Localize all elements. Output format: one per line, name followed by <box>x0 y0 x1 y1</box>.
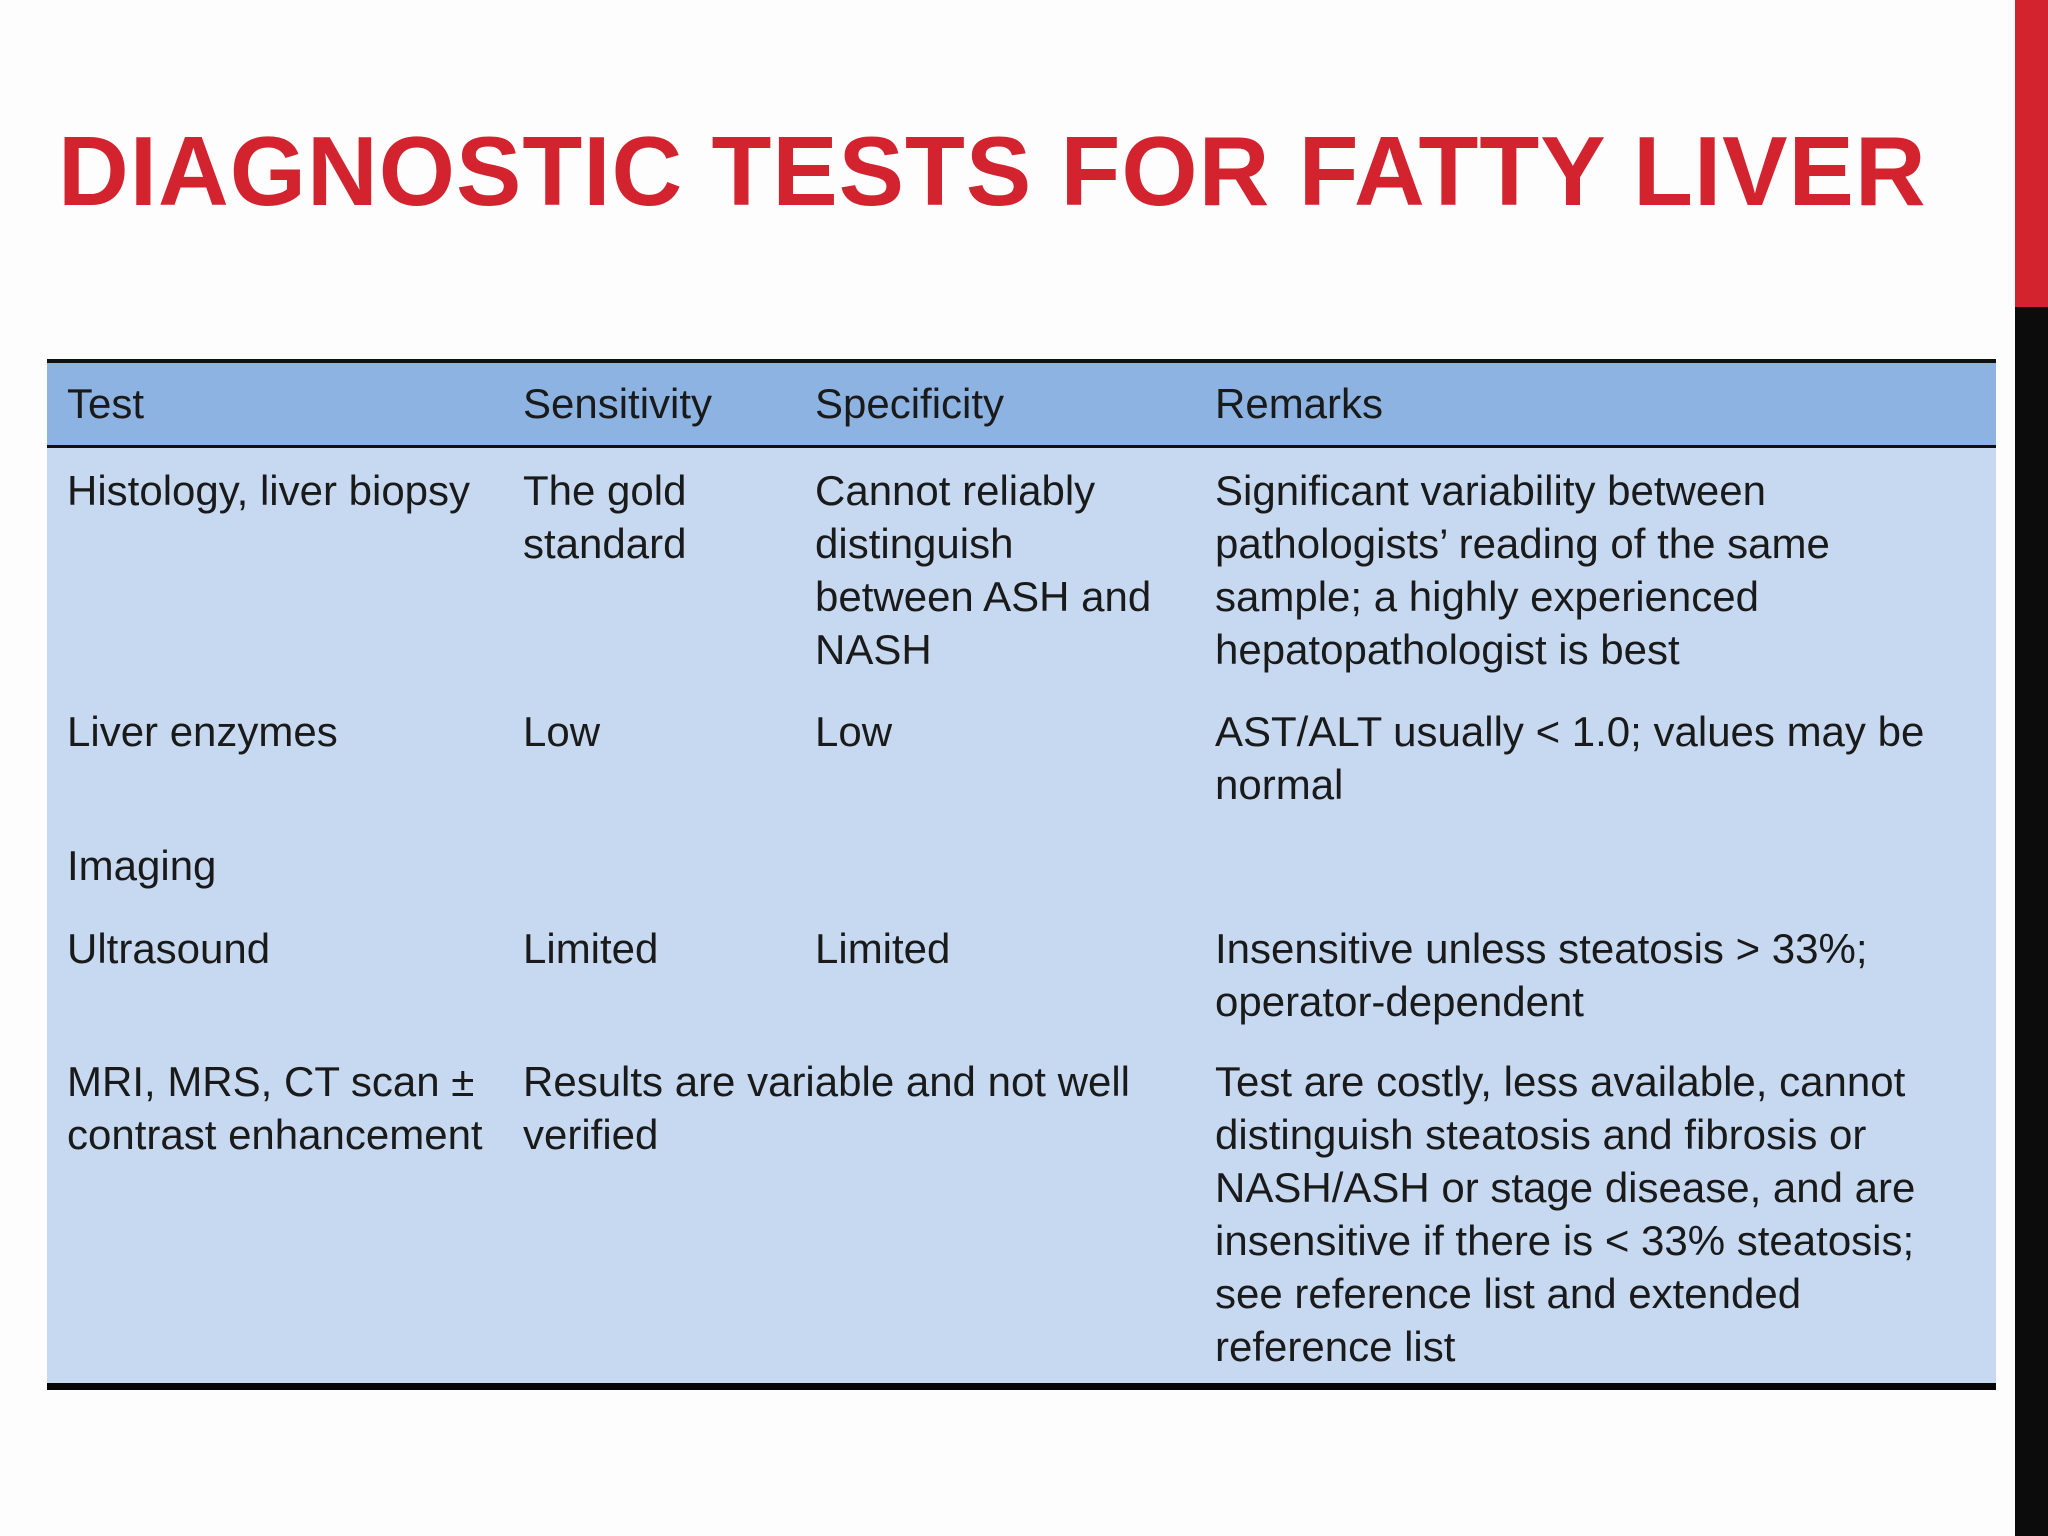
cell: Low <box>523 708 601 755</box>
cell: The gold standard <box>523 466 687 567</box>
row: Histology, liver biopsy The gold standar… <box>47 446 1996 689</box>
header-cell: Test <box>67 380 145 428</box>
cell: Ultrasound <box>67 925 271 972</box>
cell <box>795 823 1195 906</box>
cell: Histology, liver biopsy <box>67 466 471 514</box>
cell: Test are costly, less available, cannot … <box>1215 1058 1916 1370</box>
cell: Significant variability between patholog… <box>1215 466 1830 673</box>
header-cell: Specificity <box>815 380 1005 428</box>
row: Imaging <box>47 823 1996 906</box>
cell: Low <box>815 708 893 755</box>
slide-title: DIAGNOSTIC TESTS FOR FATTY LIVER <box>58 116 1927 226</box>
header-cell: Sensitivity <box>523 380 713 428</box>
cell: MRI, MRS, CT scan ± contrast enhancement <box>67 1058 483 1158</box>
cell: Imaging <box>67 842 217 889</box>
accent-bar <box>2015 0 2048 307</box>
cell: Results are variable and not well verifi… <box>523 1058 1130 1158</box>
cell: Cannot reliably distinguish between ASH … <box>815 466 1152 673</box>
cell <box>503 823 795 906</box>
cell: Liver enzymes <box>67 708 338 755</box>
cell <box>1195 823 1996 906</box>
row: Liver enzymes Low Low AST/ALT usually < … <box>47 689 1996 823</box>
header-cell: Remarks <box>1215 380 1384 428</box>
table: Test Sensitivity Specificity Remarks His… <box>47 359 1996 1390</box>
cell: Insensitive unless steatosis > 33%; oper… <box>1215 925 1868 1025</box>
row: MRI, MRS, CT scan ± contrast enhancement… <box>47 1039 1996 1386</box>
row: Ultrasound Limited Limited Insensitive u… <box>47 906 1996 1039</box>
cell: Limited <box>523 925 659 972</box>
header-row: Test Sensitivity Specificity Remarks <box>47 361 1996 446</box>
accent-bar <box>2015 307 2048 1536</box>
cell: Limited <box>815 925 951 972</box>
cell: AST/ALT usually < 1.0; values may be nor… <box>1215 708 1925 808</box>
